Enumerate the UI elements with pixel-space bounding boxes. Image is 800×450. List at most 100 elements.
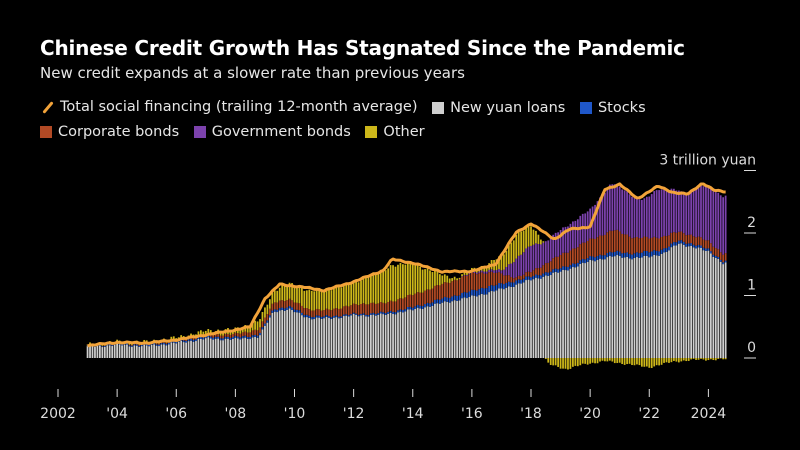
bar-segment-other bbox=[342, 284, 345, 307]
month-bar bbox=[249, 325, 252, 358]
bar-segment-loans bbox=[722, 264, 725, 358]
month-bar bbox=[535, 230, 537, 358]
bar-segment-stocks bbox=[200, 337, 202, 339]
bar-segment-loans bbox=[434, 303, 436, 358]
bar-segment-corp bbox=[135, 343, 138, 345]
month-bar bbox=[441, 275, 444, 358]
bar-segment-stocks bbox=[259, 332, 261, 336]
month-bar bbox=[522, 230, 525, 358]
bar-segment-corp bbox=[680, 231, 683, 241]
bar-segment-corp bbox=[658, 238, 660, 252]
bar-segment-corp bbox=[372, 302, 375, 313]
y-tick-label: 1 bbox=[747, 278, 756, 294]
bar-segment-stocks bbox=[360, 313, 362, 316]
bar-segment-gov bbox=[673, 188, 675, 233]
bar-segment-other bbox=[249, 325, 252, 333]
month-bar bbox=[692, 190, 695, 359]
month-bar bbox=[305, 290, 308, 358]
bar-segment-loans bbox=[717, 258, 720, 358]
bar-segment-corp bbox=[623, 234, 626, 253]
bar-segment-corp bbox=[222, 335, 224, 339]
bar-segment-loans bbox=[488, 292, 491, 358]
bar-segment-loans bbox=[264, 325, 266, 358]
bar-segment-stocks bbox=[128, 345, 131, 347]
legend-label-other: Other bbox=[383, 124, 425, 140]
bar-segment-loans bbox=[313, 319, 316, 358]
bar-segment-loans bbox=[163, 344, 165, 358]
bar-segment-loans bbox=[140, 346, 143, 358]
bar-segment-corp bbox=[687, 234, 690, 244]
bar-segment-corp bbox=[576, 247, 579, 263]
bar-segment-stocks bbox=[236, 336, 239, 339]
bar-segment-corp bbox=[138, 344, 141, 346]
bar-segment-other bbox=[655, 358, 658, 366]
bar-segment-stocks bbox=[525, 276, 527, 281]
month-bar bbox=[301, 288, 303, 358]
bar-segment-loans bbox=[584, 263, 587, 358]
bar-segment-corp bbox=[640, 237, 643, 253]
bar-segment-other bbox=[539, 239, 542, 245]
bar-segment-corp bbox=[451, 281, 454, 297]
bar-segment-other bbox=[599, 358, 601, 362]
bar-segment-stocks bbox=[421, 305, 424, 309]
bar-segment-stocks bbox=[369, 313, 372, 315]
bar-segment-corp bbox=[352, 303, 355, 313]
bar-segment-stocks bbox=[135, 344, 138, 346]
bar-segment-gov bbox=[525, 248, 527, 273]
bar-segment-corp bbox=[478, 273, 481, 290]
bar-segment-gov bbox=[527, 246, 530, 272]
month-bar bbox=[278, 287, 281, 358]
bar-segment-other bbox=[345, 283, 348, 306]
bar-segment-loans bbox=[466, 298, 468, 358]
bar-segment-corp bbox=[722, 254, 725, 263]
bar-segment-loans bbox=[347, 316, 350, 358]
bar-segment-corp bbox=[448, 282, 451, 299]
bar-segment-other bbox=[542, 241, 545, 243]
bar-segment-stocks bbox=[621, 253, 624, 258]
bar-segment-stocks bbox=[717, 256, 720, 259]
month-bar bbox=[283, 286, 286, 358]
bar-segment-loans bbox=[232, 338, 234, 358]
bar-segment-stocks bbox=[273, 309, 276, 312]
bar-segment-loans bbox=[438, 303, 441, 358]
bar-segment-stocks bbox=[350, 314, 353, 316]
month-bar bbox=[313, 291, 316, 358]
bar-segment-corp bbox=[466, 275, 468, 293]
bar-segment-loans bbox=[431, 306, 434, 358]
bar-segment-other bbox=[653, 358, 656, 367]
bar-segment-stocks bbox=[682, 241, 685, 245]
bar-segment-stocks bbox=[660, 249, 663, 254]
bar-segment-gov bbox=[490, 269, 493, 272]
bar-segment-corp bbox=[458, 279, 461, 296]
month-bar bbox=[342, 284, 345, 358]
month-bar bbox=[505, 250, 508, 358]
bar-segment-stocks bbox=[643, 250, 646, 256]
month-bar bbox=[239, 328, 242, 358]
bar-segment-gov bbox=[722, 197, 725, 255]
bar-segment-corp bbox=[441, 283, 444, 299]
bar-segment-other bbox=[665, 358, 668, 363]
bar-segment-other bbox=[717, 358, 720, 359]
bar-segment-corp bbox=[209, 334, 212, 337]
bar-segment-loans bbox=[350, 315, 353, 358]
bar-segment-loans bbox=[320, 318, 323, 358]
bar-segment-stocks bbox=[103, 346, 106, 347]
bar-segment-loans bbox=[483, 294, 486, 358]
bar-segment-corp bbox=[406, 295, 409, 307]
bar-segment-other bbox=[461, 274, 463, 277]
bar-segment-loans bbox=[148, 346, 151, 358]
month-bar bbox=[246, 325, 249, 358]
month-bar bbox=[554, 232, 557, 366]
bar-segment-loans bbox=[172, 342, 175, 358]
bar-segment-loans bbox=[604, 259, 606, 358]
bar-segment-corp bbox=[515, 277, 518, 281]
bar-segment-loans bbox=[613, 256, 616, 358]
bar-segment-stocks bbox=[564, 266, 567, 271]
bar-segment-other bbox=[301, 288, 303, 306]
bar-segment-loans bbox=[471, 295, 473, 358]
bar-segment-loans bbox=[668, 250, 670, 358]
bar-segment-stocks bbox=[471, 289, 473, 296]
bar-segment-loans bbox=[416, 307, 419, 358]
bar-segment-corp bbox=[552, 258, 555, 270]
bar-segment-gov bbox=[559, 230, 562, 256]
